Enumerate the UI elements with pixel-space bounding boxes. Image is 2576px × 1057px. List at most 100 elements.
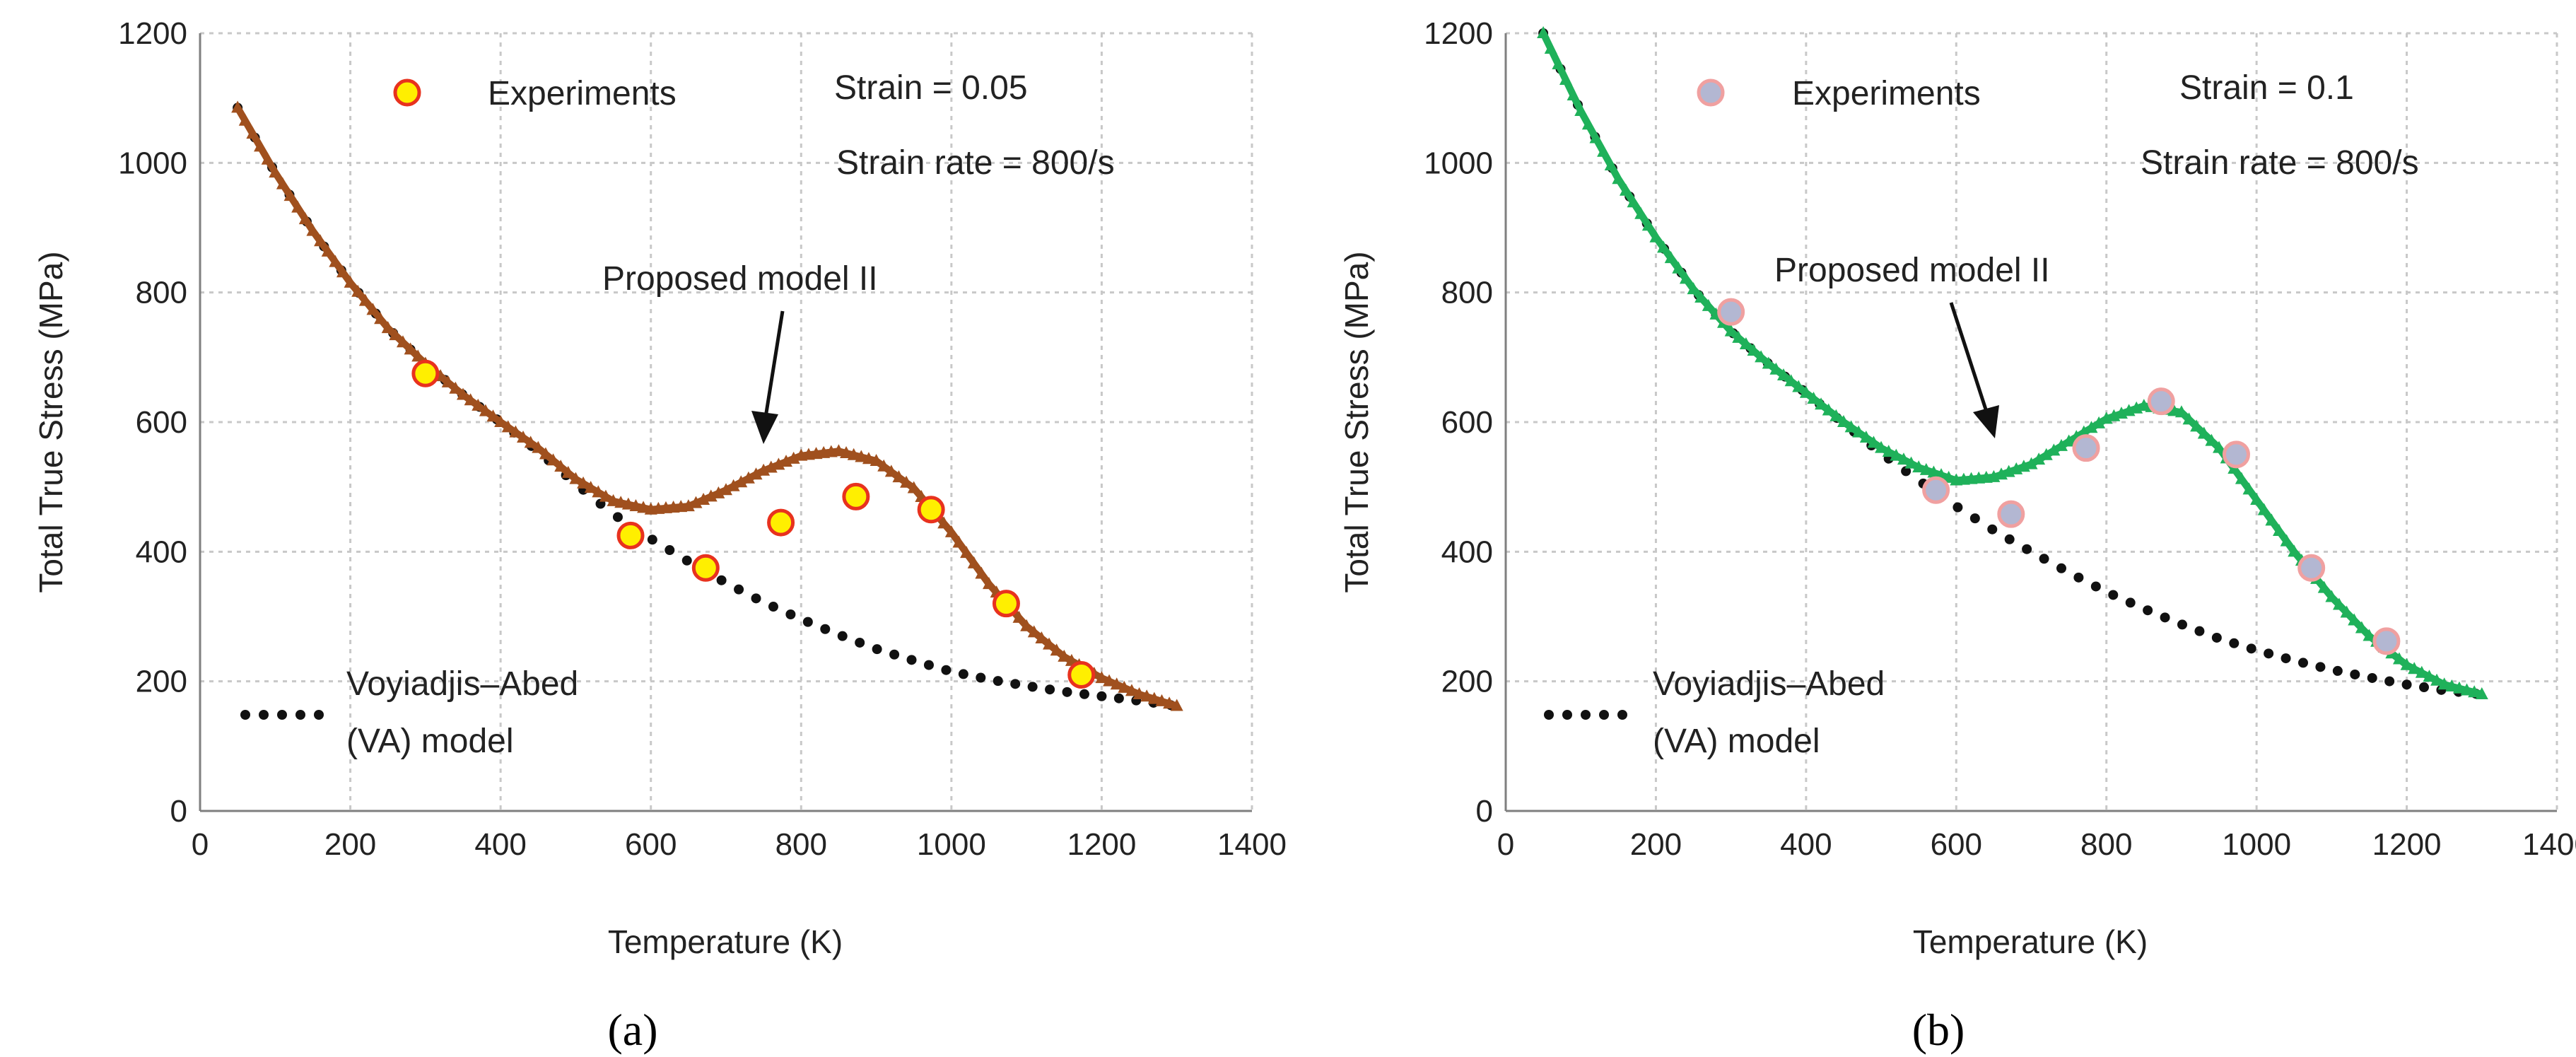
- panel-a-legend-experiments: Experiments: [393, 75, 677, 112]
- panel-b-model-marker: [2273, 524, 2286, 536]
- panel-b-va-point: [2056, 563, 2066, 573]
- panel-b-va-point: [2367, 672, 2377, 683]
- panel-b-model-marker: [2092, 416, 2106, 428]
- panel-b-va-legend-dot: [1562, 710, 1572, 720]
- panel-a-model-marker: [517, 431, 530, 443]
- panel-a-tick-labels: 0 200 400 600 800 1000 1200 1400 0 200 400 600 800 10…: [118, 16, 1287, 862]
- panel-a-model-marker: [238, 113, 252, 126]
- panel-b-va-point: [2177, 619, 2187, 630]
- panel-a-experiment-point: [616, 521, 645, 549]
- panel-b-va-point: [1969, 513, 1980, 524]
- panel-a-model-marker: [329, 255, 342, 267]
- panel-a-model-marker: [884, 465, 898, 477]
- panel-a-model-marker: [862, 452, 875, 465]
- panel-b-y-axis-label: Total True Stress (MPa): [1338, 251, 1375, 592]
- panel-b-model-marker: [1897, 452, 1910, 465]
- panel-a-experiment-point: [767, 508, 795, 537]
- panel-b-va-point: [2125, 597, 2136, 608]
- panel-a-model-marker: [742, 471, 755, 484]
- panel-a-model-marker: [1103, 674, 1116, 687]
- panel-a-model-marker: [411, 349, 425, 362]
- panel-a-model-marker: [291, 200, 305, 213]
- panel-b-model-marker: [2213, 440, 2226, 453]
- panel-a-model-marker: [396, 335, 409, 348]
- panel-b-arrow-head: [1973, 405, 1999, 438]
- panel-a-model-marker: [441, 375, 455, 387]
- panel-a-model-marker: [532, 440, 545, 453]
- panel-a-model-marker: [937, 516, 951, 529]
- panel-a-x-tick-label: 1000: [917, 827, 986, 862]
- panel-b-model-marker: [1544, 42, 1557, 54]
- panel-a-legend-experiment-marker: [393, 78, 421, 107]
- panel-b-x-tick-label: 1200: [2372, 827, 2442, 862]
- panel-b-va-legend-dots: [1544, 710, 1627, 720]
- panel-a-model-marker: [877, 459, 891, 472]
- panel-b-model-marker: [1627, 195, 1640, 208]
- panel-a-va-point: [647, 535, 657, 545]
- panel-b-model-marker: [1589, 131, 1603, 144]
- panel-a-model-marker: [892, 470, 906, 483]
- panel-a-model-marker: [1027, 625, 1041, 638]
- panel-a-va-point: [941, 665, 952, 675]
- panel-b-y-tick-label: 800: [1441, 276, 1493, 310]
- panel-b-model-marker: [2205, 433, 2218, 446]
- panel-a-va-point: [716, 575, 727, 585]
- panel-a-y-tick-label: 800: [136, 276, 187, 310]
- panel-a-model-marker: [840, 446, 853, 458]
- panel-b-model-marker: [2348, 613, 2361, 626]
- panel-a-arrow: [751, 310, 785, 444]
- panel-a-model-marker: [569, 472, 582, 484]
- panel-a-va-point: [855, 637, 865, 648]
- panel-b-model-marker: [2280, 534, 2293, 547]
- panel-a-va-point: [1062, 687, 1072, 697]
- panel-b-model-marker: [1942, 470, 1955, 483]
- panel-a-grid: [200, 32, 1253, 811]
- panel-a-va-point: [768, 602, 778, 612]
- panel-a-model-marker: [246, 127, 259, 139]
- panel-b-model-marker: [2325, 590, 2338, 602]
- panel-b-va-point: [1901, 466, 1911, 477]
- panel-b-model-marker: [1739, 337, 1752, 349]
- panel-b-model-marker: [1702, 298, 1715, 311]
- panel-b-model-marker: [2032, 452, 2046, 465]
- panel-b-model-marker: [1559, 73, 1572, 85]
- panel-a-model-marker: [967, 556, 980, 568]
- panel-b-va-point: [2332, 665, 2343, 676]
- panel-a-va-legend-dot: [277, 710, 287, 720]
- panel-b-model-marker: [2250, 493, 2264, 505]
- panel-b-x-tick-label: 600: [1931, 827, 1982, 862]
- panel-a-model-marker: [637, 501, 650, 513]
- panel-b-model-marker: [2085, 421, 2098, 433]
- panel-b-model-marker: [1867, 436, 1880, 448]
- panel-a-model-marker: [1147, 691, 1161, 704]
- panel-b-y-tick-label: 1000: [1424, 146, 1493, 180]
- panel-a-va-label-line1: Voyiadjis–Abed: [346, 665, 578, 703]
- panel-b-model-marker: [1641, 218, 1655, 231]
- panel-a-legend-experiments-label: Experiments: [488, 75, 677, 112]
- panel-b-model-marker: [1784, 374, 1798, 387]
- panel-a-model-marker: [283, 189, 297, 202]
- panel-a-model-marker: [1125, 684, 1138, 696]
- panel-a-model-marker: [404, 342, 417, 355]
- panel-a-model-marker: [231, 100, 245, 113]
- panel-b-model-marker: [1875, 440, 1888, 453]
- panel-a-model-marker: [276, 177, 289, 189]
- panel-a-model-marker: [464, 393, 477, 406]
- panel-b-model-marker: [2475, 687, 2488, 699]
- panel-b-model-marker: [1912, 460, 1926, 473]
- panel-b-arrow: [1949, 302, 1999, 438]
- panel-b-model-marker: [1612, 172, 1625, 185]
- panel-a-x-tick-label: 600: [625, 827, 677, 862]
- panel-b-model-marker: [1852, 425, 1866, 438]
- panel-b-model-marker: [2167, 404, 2181, 416]
- panel-a-y-tick-label: 400: [136, 535, 187, 569]
- panel-b-y-tick-label: 200: [1441, 665, 1493, 699]
- panel-a-model-marker: [697, 493, 710, 505]
- panel-b-model-marker: [2452, 681, 2466, 694]
- panel-b-va-legend-dot: [1599, 710, 1609, 720]
- panel-b-model-marker: [1679, 271, 1692, 284]
- panel-b-va-point: [2401, 679, 2412, 690]
- panel-a-va-legend-dot: [295, 710, 305, 720]
- panel-b-model-marker: [2437, 677, 2451, 690]
